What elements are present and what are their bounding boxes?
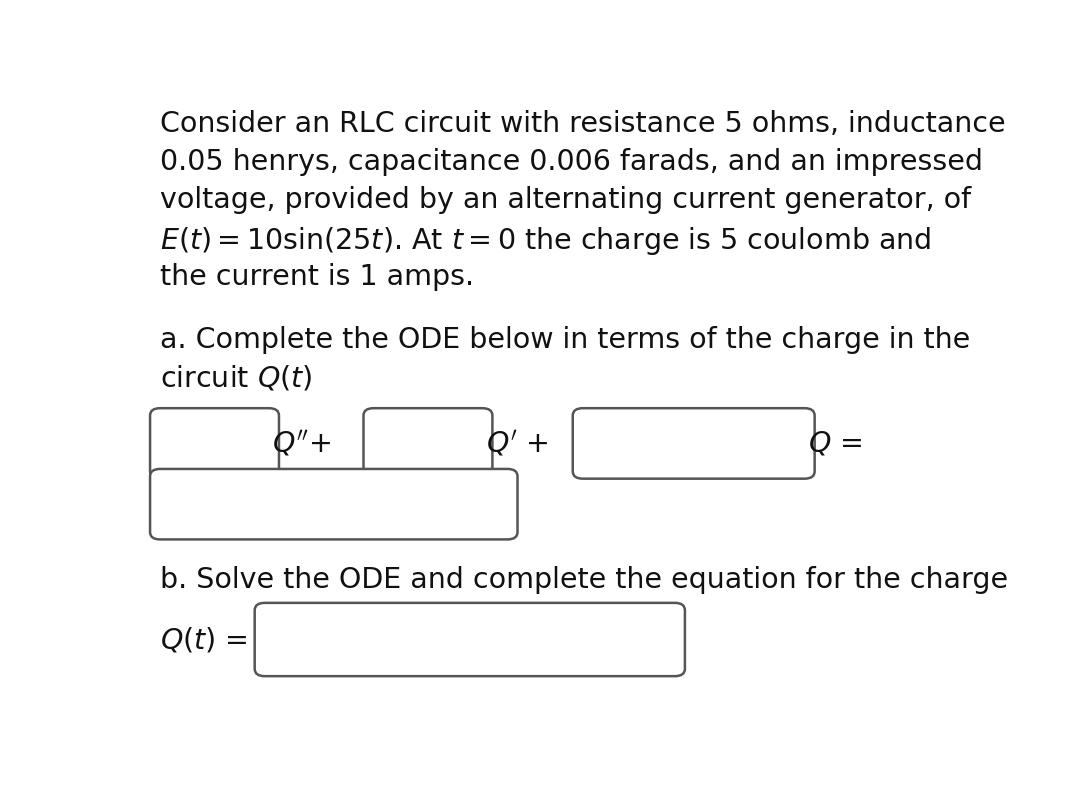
Text: $E(t) = 10\sin(25t)$. At $t = 0$ the charge is 5 coulomb and: $E(t) = 10\sin(25t)$. At $t = 0$ the cha…	[160, 225, 931, 256]
FancyBboxPatch shape	[255, 603, 685, 676]
Text: the current is 1 amps.: the current is 1 amps.	[160, 263, 474, 291]
Text: voltage, provided by an alternating current generator, of: voltage, provided by an alternating curr…	[160, 186, 971, 215]
Text: 0.05 henrys, capacitance 0.006 farads, and an impressed: 0.05 henrys, capacitance 0.006 farads, a…	[160, 148, 983, 176]
Text: circuit $Q(t)$: circuit $Q(t)$	[160, 364, 313, 393]
Text: a. Complete the ODE below in terms of the charge in the: a. Complete the ODE below in terms of th…	[160, 326, 970, 353]
FancyBboxPatch shape	[364, 408, 492, 479]
FancyBboxPatch shape	[150, 408, 279, 479]
Text: $Q(t)$ =: $Q(t)$ =	[160, 625, 248, 654]
Text: $Q$ =: $Q$ =	[808, 429, 862, 458]
FancyBboxPatch shape	[150, 469, 517, 540]
Text: b. Solve the ODE and complete the equation for the charge: b. Solve the ODE and complete the equati…	[160, 567, 1009, 594]
Text: Consider an RLC circuit with resistance 5 ohms, inductance: Consider an RLC circuit with resistance …	[160, 110, 1005, 138]
FancyBboxPatch shape	[572, 408, 814, 479]
Text: $Q'$ +: $Q'$ +	[486, 428, 549, 458]
Text: $Q''$+: $Q''$+	[272, 428, 332, 458]
